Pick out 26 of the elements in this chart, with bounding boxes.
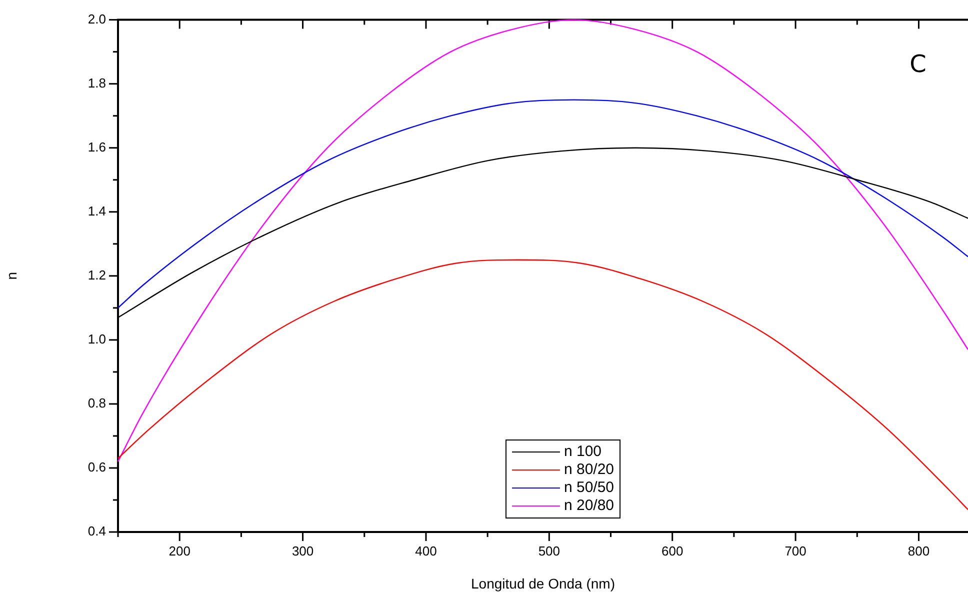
x-tick-label: 700: [784, 543, 806, 558]
x-tick-label: 400: [415, 543, 437, 558]
line-series: [117, 259, 968, 510]
x-tick-label: 600: [661, 543, 684, 558]
line-series: [117, 19, 968, 462]
x-tick-label: 800: [908, 543, 930, 558]
y-tick-label: 1.6: [88, 139, 106, 154]
annotation: C: [910, 50, 926, 78]
x-tick-label: 300: [292, 543, 314, 558]
y-axis-title: n: [3, 272, 20, 280]
legend-label: n 80/20: [564, 461, 614, 478]
legend-label: n 100: [564, 443, 602, 460]
x-axis-title: Longitud de Onda (nm): [471, 575, 615, 592]
line-series: [117, 99, 968, 309]
x-tick-label: 500: [538, 543, 560, 558]
y-tick-label: 1.2: [88, 267, 106, 282]
y-tick-label: 0.6: [88, 460, 106, 475]
y-tick-label: 1.4: [88, 203, 106, 218]
y-tick-label: 0.4: [88, 524, 106, 539]
legend-label: n 20/80: [564, 497, 614, 514]
y-tick-label: 2.0: [88, 11, 106, 26]
y-tick-label: 0.8: [88, 396, 106, 411]
x-tick-label: 200: [168, 543, 190, 558]
legend-label: n 50/50: [564, 479, 614, 496]
y-tick-label: 1.0: [88, 332, 106, 347]
y-tick-label: 1.8: [88, 75, 106, 90]
